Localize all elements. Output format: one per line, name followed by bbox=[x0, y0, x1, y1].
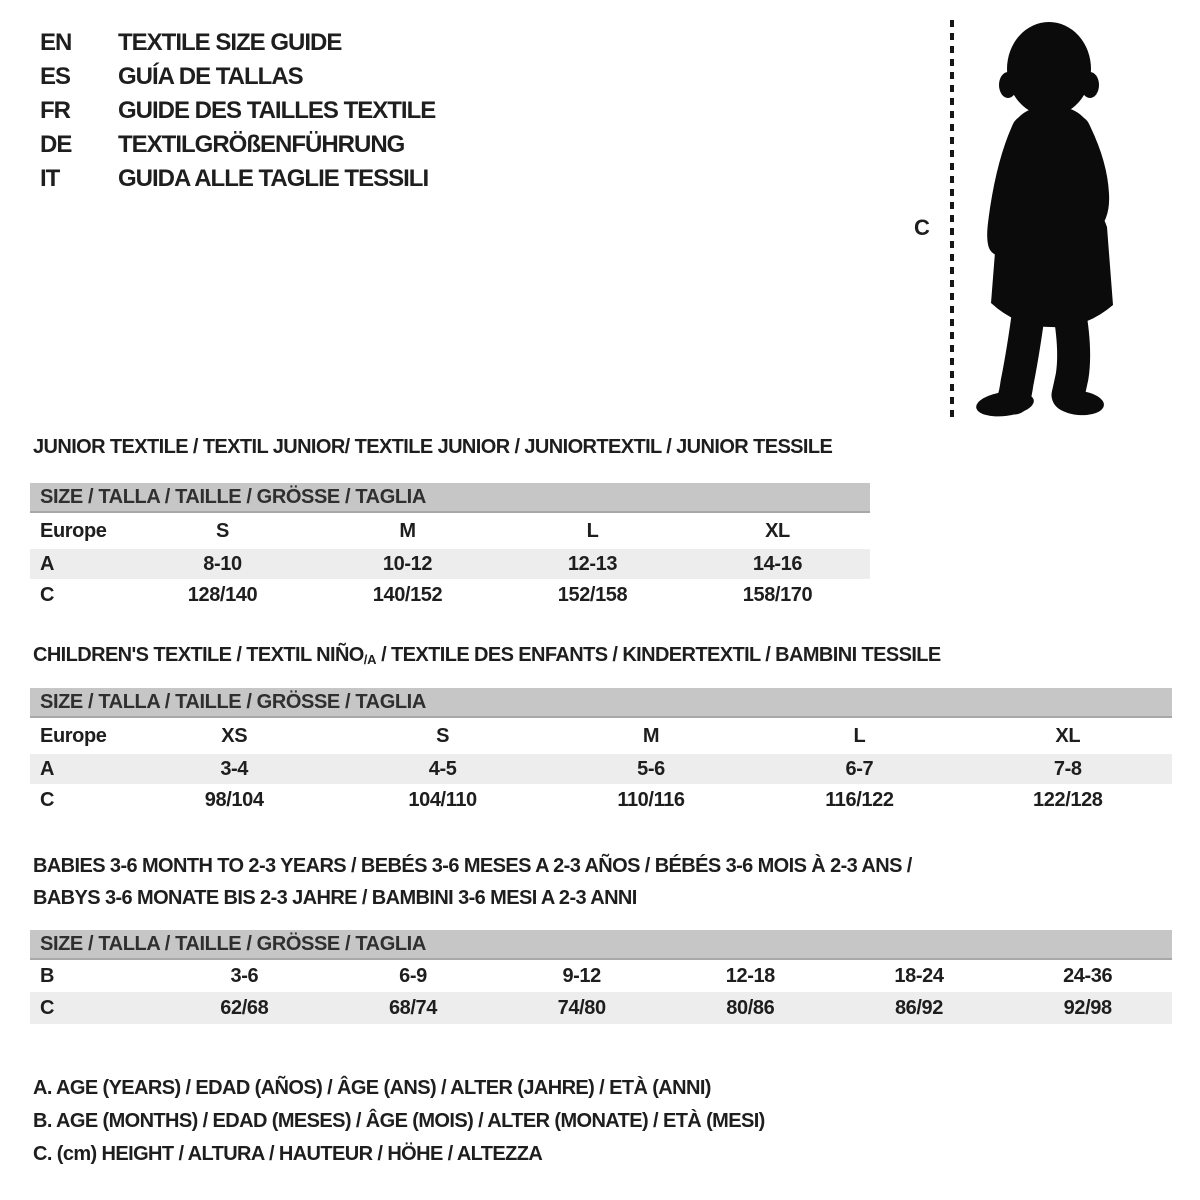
height-dashed-line bbox=[950, 20, 954, 418]
table-header-row: Europe S M L XL bbox=[30, 513, 870, 549]
language-title: GUIDE DES TAILLES TEXTILE bbox=[118, 97, 436, 124]
table-cell: 110/116 bbox=[617, 788, 685, 811]
size-column-header: S bbox=[436, 724, 450, 747]
babies-title-line2: BABYS 3-6 MONATE BIS 2-3 JAHRE / BAMBINI… bbox=[33, 887, 637, 909]
table-cell: 8-10 bbox=[203, 552, 242, 575]
size-column-header: XL bbox=[1055, 724, 1081, 747]
measurement-legend: A. AGE (YEARS) / EDAD (AÑOS) / ÂGE (ANS)… bbox=[33, 1072, 765, 1171]
table-header-row: Europe XS S M L XL bbox=[30, 718, 1172, 754]
row-label: Europe bbox=[40, 519, 107, 542]
table-row-age: A 8-10 10-12 12-13 14-16 bbox=[30, 549, 870, 579]
table-cell: 98/104 bbox=[204, 788, 264, 811]
row-label: Europe bbox=[40, 724, 107, 747]
row-label: A bbox=[40, 552, 55, 575]
language-row-fr: FR GUIDE DES TAILLES TEXTILE bbox=[40, 94, 436, 128]
table-cell: 68/74 bbox=[388, 996, 438, 1019]
legend-line-a: A. AGE (YEARS) / EDAD (AÑOS) / ÂGE (ANS)… bbox=[33, 1077, 711, 1099]
legend-line-b: B. AGE (MONTHS) / EDAD (MESES) / ÂGE (MO… bbox=[33, 1110, 765, 1132]
table-cell: 12-18 bbox=[725, 964, 776, 987]
language-row-es: ES GUÍA DE TALLAS bbox=[40, 60, 435, 94]
table-cell: 3-6 bbox=[230, 964, 259, 987]
language-title: GUÍA DE TALLAS bbox=[118, 63, 304, 90]
junior-section-title: JUNIOR TEXTILE / TEXTIL JUNIOR/ TEXTILE … bbox=[33, 436, 833, 458]
children-size-table: SIZE / TALLA / TAILLE / GRÖSSE / TAGLIA … bbox=[30, 688, 1172, 816]
table-cell: 12-13 bbox=[567, 552, 618, 575]
table-cell: 7-8 bbox=[1053, 757, 1082, 780]
table-cell: 158/170 bbox=[742, 583, 813, 606]
children-title-post: / TEXTILE DES ENFANTS / KINDERTEXTIL / B… bbox=[376, 644, 941, 666]
toddler-silhouette-icon bbox=[976, 22, 1113, 417]
language-code: FR bbox=[40, 97, 71, 124]
size-column-header: XL bbox=[765, 519, 790, 542]
table-cell: 74/80 bbox=[557, 996, 606, 1019]
table-cell: 122/128 bbox=[1033, 788, 1103, 811]
size-column-header: L bbox=[853, 724, 866, 747]
table-cell: 18-24 bbox=[894, 964, 944, 987]
size-column-header: XS bbox=[221, 724, 248, 747]
table-cell: 62/68 bbox=[220, 996, 269, 1019]
language-code: IT bbox=[40, 165, 60, 192]
size-column-header: M bbox=[642, 724, 660, 747]
table-cell: 6-7 bbox=[845, 757, 874, 780]
table-cell: 92/98 bbox=[1063, 996, 1112, 1019]
size-band-label: SIZE / TALLA / TAILLE / GRÖSSE / TAGLIA bbox=[40, 485, 426, 508]
children-section-title: CHILDREN'S TEXTILE / TEXTIL NIÑO/A / TEX… bbox=[33, 645, 941, 666]
table-cell: 5-6 bbox=[637, 757, 665, 780]
language-title: TEXTILGRÖßENFÜHRUNG bbox=[118, 131, 405, 158]
language-code: ES bbox=[40, 63, 71, 90]
size-band-label: SIZE / TALLA / TAILLE / GRÖSSE / TAGLIA bbox=[40, 932, 426, 955]
size-band-label: SIZE / TALLA / TAILLE / GRÖSSE / TAGLIA bbox=[40, 690, 426, 713]
table-cell: 116/122 bbox=[825, 788, 894, 811]
table-cell: 6-9 bbox=[399, 964, 427, 987]
language-title: TEXTILE SIZE GUIDE bbox=[118, 29, 342, 56]
babies-section-title: BABIES 3-6 MONTH TO 2-3 YEARS / BEBÉS 3-… bbox=[33, 850, 912, 914]
language-code: EN bbox=[40, 29, 72, 56]
table-row-height: C 62/68 68/74 74/80 80/86 86/92 92/98 bbox=[30, 992, 1172, 1024]
table-row-height: C 128/140 140/152 152/158 158/170 bbox=[30, 579, 870, 611]
junior-size-table: SIZE / TALLA / TAILLE / GRÖSSE / TAGLIA … bbox=[30, 483, 870, 611]
row-label: A bbox=[40, 757, 55, 780]
size-column-header: S bbox=[216, 519, 229, 542]
table-cell: 128/140 bbox=[187, 583, 258, 606]
language-code: DE bbox=[40, 131, 72, 158]
table-cell: 4-5 bbox=[428, 757, 457, 780]
table-cell: 24-36 bbox=[1063, 964, 1113, 987]
language-title-list: EN TEXTILE SIZE GUIDE ES GUÍA DE TALLAS … bbox=[40, 26, 436, 196]
babies-size-table: SIZE / TALLA / TAILLE / GRÖSSE / TAGLIA … bbox=[30, 930, 1172, 1024]
size-band: SIZE / TALLA / TAILLE / GRÖSSE / TAGLIA bbox=[30, 483, 870, 513]
table-cell: 80/86 bbox=[726, 996, 775, 1019]
row-label: C bbox=[40, 583, 55, 606]
legend-line-c: C. (cm) HEIGHT / ALTURA / HAUTEUR / HÖHE… bbox=[33, 1143, 543, 1165]
children-title-pre: CHILDREN'S TEXTILE / TEXTIL NIÑO bbox=[33, 644, 364, 666]
table-cell: 10-12 bbox=[382, 552, 433, 575]
table-row-months: B 3-6 6-9 9-12 12-18 18-24 24-36 bbox=[30, 960, 1172, 992]
height-measure-label: C bbox=[914, 215, 930, 240]
size-column-header: M bbox=[399, 519, 416, 542]
table-row-height: C 98/104 104/110 110/116 116/122 122/128 bbox=[30, 784, 1172, 816]
table-cell: 140/152 bbox=[372, 583, 443, 606]
language-row-it: IT GUIDA ALLE TAGLIE TESSILI bbox=[40, 162, 435, 196]
row-label: B bbox=[40, 964, 55, 987]
language-row-en: EN TEXTILE SIZE GUIDE bbox=[40, 26, 435, 60]
size-column-header: L bbox=[586, 519, 599, 542]
language-title: GUIDA ALLE TAGLIE TESSILI bbox=[118, 165, 429, 192]
table-cell: 3-4 bbox=[220, 757, 249, 780]
size-band: SIZE / TALLA / TAILLE / GRÖSSE / TAGLIA bbox=[30, 930, 1172, 960]
children-title-sub: /A bbox=[363, 652, 377, 667]
size-band: SIZE / TALLA / TAILLE / GRÖSSE / TAGLIA bbox=[30, 688, 1172, 718]
table-cell: 14-16 bbox=[752, 552, 803, 575]
table-cell: 104/110 bbox=[408, 788, 477, 811]
language-row-de: DE TEXTILGRÖßENFÜHRUNG bbox=[40, 128, 435, 162]
row-label: C bbox=[40, 996, 55, 1019]
table-cell: 86/92 bbox=[894, 996, 944, 1019]
table-row-age: A 3-4 4-5 5-6 6-7 7-8 bbox=[30, 754, 1172, 784]
babies-title-line1: BABIES 3-6 MONTH TO 2-3 YEARS / BEBÉS 3-… bbox=[33, 855, 912, 877]
table-cell: 9-12 bbox=[562, 964, 601, 987]
table-cell: 152/158 bbox=[557, 583, 628, 606]
row-label: C bbox=[40, 788, 55, 811]
